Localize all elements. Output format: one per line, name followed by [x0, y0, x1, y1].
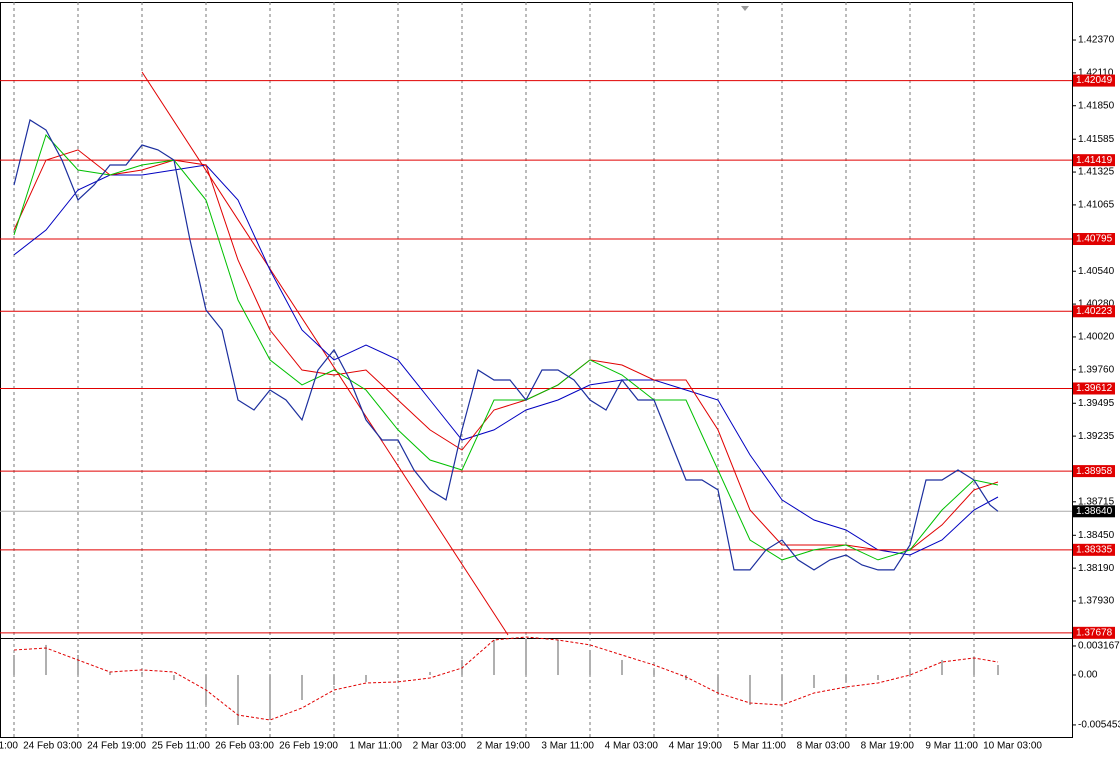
current-price-label: 1.38640 — [1076, 506, 1113, 517]
x-tick-label: 4 Mar 19:00 — [669, 741, 723, 752]
x-tick-label: 2 Mar 19:00 — [477, 741, 531, 752]
histogram-bar — [941, 659, 943, 675]
y-tick-label: 1.40540 — [1078, 266, 1115, 277]
y-tick-label: 1.42370 — [1078, 35, 1115, 46]
level-box — [1073, 74, 1115, 87]
level-box — [1073, 543, 1115, 556]
y-tick-label: 1.37930 — [1078, 596, 1115, 607]
histogram-bar — [525, 637, 527, 675]
level-label: 1.41419 — [1076, 155, 1113, 166]
histogram-bar — [269, 674, 271, 720]
level-box — [1073, 233, 1115, 246]
histogram-bar — [909, 669, 911, 675]
y-tick-label: 1.41850 — [1078, 100, 1115, 111]
price-line — [13, 149, 999, 551]
histogram-bar — [781, 674, 783, 700]
y-tick-label: 1.39760 — [1078, 364, 1115, 375]
histogram-bar — [845, 674, 847, 682]
y-tick-label: 1.41585 — [1078, 134, 1115, 145]
histogram-bar — [589, 649, 591, 675]
histogram-bar — [717, 674, 719, 695]
histogram-bar — [333, 674, 335, 685]
histogram-bar — [301, 674, 303, 700]
histogram-bar — [621, 659, 623, 675]
level-label: 1.38958 — [1076, 466, 1113, 477]
histogram-bar — [109, 671, 111, 675]
histogram-bar — [557, 640, 559, 675]
y-tick-label: -0.005453 — [1078, 720, 1120, 731]
level-label: 1.40795 — [1076, 234, 1113, 245]
x-tick-label: 9 Mar 11:00 — [925, 741, 978, 752]
price-line — [13, 119, 999, 571]
x-tick-label: 10 Mar 03:00 — [983, 741, 1042, 752]
level-label: 1.39612 — [1076, 383, 1113, 394]
x-tick-label: 3 Mar 11:00 — [541, 741, 594, 752]
x-tick-label: 26 Feb 19:00 — [279, 741, 338, 752]
x-tick-label: 8 Mar 19:00 — [861, 741, 915, 752]
level-label: 1.38335 — [1076, 544, 1113, 555]
level-label: 1.37678 — [1076, 627, 1113, 638]
histogram-bar — [813, 674, 815, 688]
x-tick-label: 1 Mar 11:00 — [349, 741, 402, 752]
x-tick-label: 2 Mar 03:00 — [413, 741, 467, 752]
x-tick-label: 24 Feb 19:00 — [87, 741, 146, 752]
y-tick-label: 1.38450 — [1078, 530, 1115, 541]
x-tick-label: 4 Mar 03:00 — [605, 741, 659, 752]
histogram-bar — [141, 671, 143, 675]
level-box — [1073, 465, 1115, 478]
price-line — [13, 164, 999, 556]
x-tick-label: 26 Feb 03:00 — [215, 741, 274, 752]
x-tick-label: 8 Mar 03:00 — [797, 741, 851, 752]
y-tick-label: 0.00 — [1078, 670, 1098, 681]
histogram-bar — [877, 674, 879, 681]
x-tick-label: 1:00 — [0, 741, 18, 752]
level-label: 1.40223 — [1076, 306, 1113, 317]
y-tick-label: 1.41325 — [1078, 167, 1115, 178]
current-price-box — [1073, 505, 1115, 518]
histogram-bar — [237, 674, 239, 725]
level-box — [1073, 305, 1115, 318]
level-box — [1073, 626, 1115, 639]
histogram-bar — [653, 669, 655, 675]
y-tick-label: 1.39235 — [1078, 431, 1115, 442]
level-box — [1073, 154, 1115, 167]
histogram-bar — [13, 655, 15, 675]
level-box — [1073, 382, 1115, 395]
signal-line — [13, 636, 999, 721]
histogram-bar — [397, 674, 399, 679]
histogram-bar — [997, 665, 999, 675]
y-tick-label: 1.41065 — [1078, 200, 1115, 211]
y-tick-label: 0.003167 — [1078, 641, 1120, 652]
y-tick-label: 1.38715 — [1078, 496, 1115, 507]
histogram-bar — [973, 656, 975, 675]
histogram-bar — [45, 644, 47, 675]
x-tick-label: 25 Feb 11:00 — [152, 741, 211, 752]
price-line — [13, 134, 999, 561]
y-tick-label: 1.42110 — [1078, 68, 1114, 79]
scroll-marker — [741, 6, 749, 11]
y-tick-label: 1.39495 — [1078, 398, 1115, 409]
x-tick-label: 24 Feb 03:00 — [23, 741, 82, 752]
histogram-bar — [77, 655, 79, 675]
histogram-bar — [173, 674, 175, 681]
y-tick-label: 1.40020 — [1078, 332, 1115, 343]
histogram-bar — [493, 640, 495, 675]
histogram-bar — [429, 671, 431, 675]
histogram-bar — [749, 674, 751, 706]
y-tick-label: 1.40280 — [1078, 299, 1115, 310]
level-label: 1.42049 — [1076, 75, 1113, 86]
histogram-bar — [365, 674, 367, 682]
x-tick-label: 5 Mar 11:00 — [733, 741, 786, 752]
y-tick-label: 1.38190 — [1078, 563, 1115, 574]
